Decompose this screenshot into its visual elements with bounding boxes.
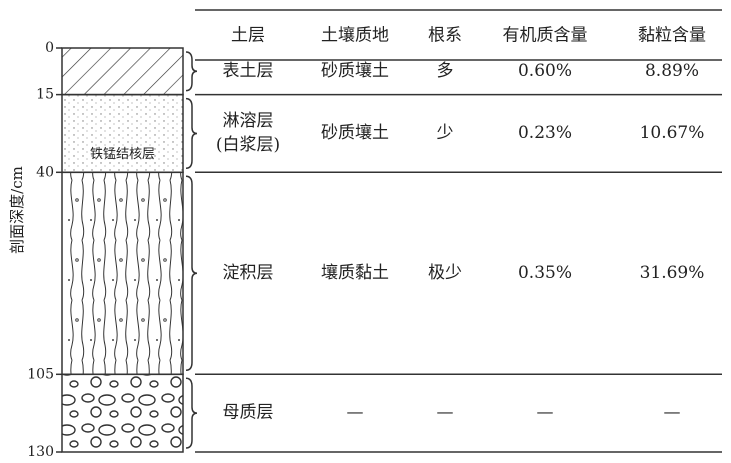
soil-layer [62,48,183,95]
layer-note: 铁锰结核层 [90,147,155,162]
table-cell: 少 [437,123,454,143]
table-cell: — [437,403,454,423]
depth-label: 130 [27,444,54,460]
layer-name: 淋溶层 [223,111,274,131]
table-cell: — [664,403,681,423]
depth-label: 0 [45,40,54,56]
table-cell: 8.89% [645,61,699,81]
table-cell: 极少 [428,263,462,283]
soil-profile-figure: 剖面深度/cm 土层土壤质地根系有机质含量黏粒含量表土层砂质壤土多0.60%8.… [0,0,731,463]
brace [186,176,197,370]
table-cell: 砂质壤土 [321,60,389,81]
table-cell: — [347,403,364,423]
depth-label: 40 [36,164,54,180]
depth-label: 105 [27,366,54,382]
header-cell: 土壤质地 [321,25,389,46]
table-cell: 砂质壤土 [321,122,389,143]
table-cell: 0.60% [518,61,572,81]
layer-name: 淀积层 [223,263,274,283]
header-cell: 黏粒含量 [638,26,706,46]
table-cell: 10.67% [640,123,705,143]
table-cell: 0.35% [518,263,572,283]
brace [186,378,197,448]
layer-name: (白浆层) [216,135,280,155]
header-cell: 根系 [428,26,462,46]
soil-layer [62,374,183,452]
brace [186,52,197,91]
header-cell: 有机质含量 [503,26,588,46]
table-cell: 0.23% [518,123,572,143]
table-cell: 多 [437,61,454,81]
layer-name: 母质层 [223,403,274,423]
soil-layer [62,172,183,374]
brace [186,99,197,169]
table-cell: — [537,403,554,423]
axis-label: 剖面深度/cm [8,166,26,254]
header-cell: 土层 [231,26,265,46]
depth-label: 15 [36,87,54,103]
layer-name: 表土层 [223,61,274,81]
table-cell: 壤质黏土 [321,262,389,283]
table-cell: 31.69% [640,263,705,283]
